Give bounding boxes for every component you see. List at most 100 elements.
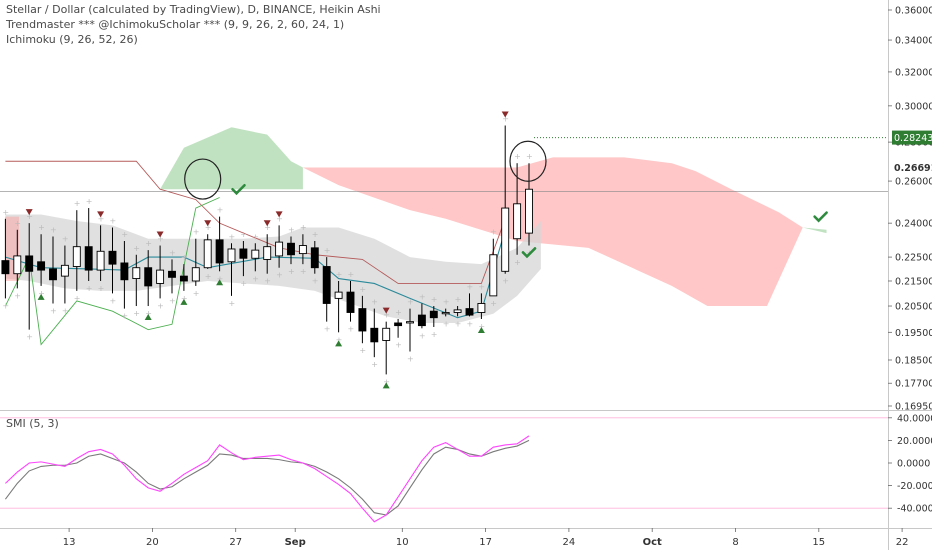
candle-body-bear (37, 261, 46, 271)
candle-aug-28 (215, 216, 224, 272)
candle-sep-11 (382, 321, 391, 375)
candle-body-bull (156, 269, 165, 284)
candle-aug-26 (191, 238, 200, 286)
crosshair-price-label: 0.2669150 (894, 163, 932, 174)
sell-signal-marker (501, 111, 509, 118)
trendmaster-legend[interactable]: Trendmaster *** @IchimokuScholar *** (9,… (6, 18, 345, 31)
candle-aug-27 (203, 234, 212, 269)
ichimoku-legend[interactable]: Ichimoku (9, 26, 52, 26) (6, 33, 138, 46)
candle-aug-24 (168, 259, 176, 294)
candle-body-bull (60, 264, 69, 277)
dot-mark: + (205, 223, 212, 232)
sell-signal-marker (275, 211, 283, 218)
candle-sep-23 (525, 163, 533, 246)
dot-mark: + (359, 285, 366, 294)
candle-aug-15 (60, 245, 69, 304)
candle-body-bear (370, 327, 379, 343)
dot-mark: + (98, 214, 105, 223)
price-axis: 0.3600000 0.3400000 0.3200000 0.3000000 0.28… (888, 6, 932, 413)
dot-mark: + (514, 258, 521, 267)
dot-mark: + (229, 232, 236, 241)
dot-mark: + (217, 206, 224, 215)
dot-mark: + (2, 208, 9, 217)
candle-sep-19 (477, 293, 486, 320)
dot-mark: + (300, 267, 307, 276)
buy-signal-marker (216, 279, 224, 286)
dot-mark: + (407, 355, 414, 364)
dot-mark: + (50, 306, 57, 315)
dot-mark: + (86, 197, 93, 206)
candle-body-bull (227, 248, 236, 263)
time-tick-label: 22 (896, 537, 909, 548)
last-price-label: 0.2824308 (894, 133, 932, 144)
dot-mark: + (240, 230, 247, 239)
dot-mark: + (419, 292, 426, 301)
candle-sep-3 (287, 236, 295, 265)
candle-sep-17 (453, 306, 462, 317)
smi-tick-label: 20.0000 (897, 436, 932, 447)
dot-mark: + (50, 225, 57, 234)
candle-body-bull (251, 249, 260, 259)
dot-mark: + (38, 289, 45, 298)
time-tick-label: 24 (563, 537, 576, 548)
candle-body-bull (489, 254, 498, 297)
dot-mark: + (14, 291, 21, 300)
price-tick-label: 0.1850000 (895, 355, 932, 366)
time-axis: 13 20 27 Sep 10 17 24 Oct 8 15 22 (63, 528, 909, 548)
dot-mark: + (336, 270, 343, 279)
dot-mark: + (407, 298, 414, 307)
time-tick-label: 20 (146, 537, 159, 548)
dot-mark: + (502, 114, 509, 123)
candle-body-bear (417, 314, 426, 327)
trendmaster-dots: + + + + + + + + + + + + + + + + + + + + + + + + + + + + + + + + + + + + + + + +… (2, 114, 532, 386)
candle-aug-21 (132, 254, 141, 307)
time-tick-label: 27 (229, 537, 242, 548)
checkmark-icon (521, 247, 537, 259)
dot-mark: + (455, 319, 462, 328)
dot-mark: + (252, 232, 259, 241)
sell-signal-marker (263, 220, 271, 227)
dot-mark: + (324, 325, 331, 334)
checkmark-icon (813, 211, 828, 223)
dot-mark: + (312, 230, 319, 239)
dot-mark: + (74, 294, 81, 303)
candle-body-bull (441, 312, 450, 315)
candle-body-bull (13, 255, 22, 275)
dot-mark: + (145, 239, 152, 248)
candle-aug-16 (72, 210, 81, 291)
dot-mark: + (157, 301, 164, 310)
crosshair-price-badge: 0.2669150 (892, 160, 932, 175)
dot-mark: + (110, 217, 117, 226)
dot-mark: + (133, 309, 140, 318)
smi-legend[interactable]: SMI (5, 3) (6, 417, 59, 430)
annotation-circle (509, 140, 547, 182)
dot-mark: + (502, 277, 509, 286)
buy-signal-marker (144, 314, 152, 321)
price-tick-label: 0.2250000 (895, 253, 932, 264)
dot-mark: + (264, 277, 271, 286)
price-tick-label: 0.1695000 (895, 402, 932, 413)
candle-aug-31 (251, 243, 260, 272)
dot-mark: + (490, 228, 497, 237)
candle-sep-2 (275, 225, 284, 268)
dot-mark: + (383, 311, 390, 320)
candle-sep-13 (406, 308, 414, 352)
price-tick-label: 0.2150000 (895, 276, 932, 287)
candle-body-bull (72, 246, 81, 267)
candle-sep-20 (489, 238, 498, 297)
candle-sep-22 (513, 163, 522, 255)
candle-body-bear (465, 308, 474, 316)
dot-mark: + (86, 284, 93, 293)
candle-body-bull (263, 246, 272, 260)
candle-aug-17 (84, 208, 93, 281)
candle-sep-6 (322, 257, 331, 322)
dot-mark: + (181, 294, 188, 303)
candle-body-bear (394, 322, 403, 327)
symbol-legend[interactable]: Stellar / Dollar (calculated by TradingV… (6, 3, 381, 16)
dot-mark: + (98, 284, 105, 293)
candles-group (1, 125, 533, 375)
candle-body-bear (1, 260, 10, 275)
price-tick-label: 0.3200000 (895, 67, 932, 78)
